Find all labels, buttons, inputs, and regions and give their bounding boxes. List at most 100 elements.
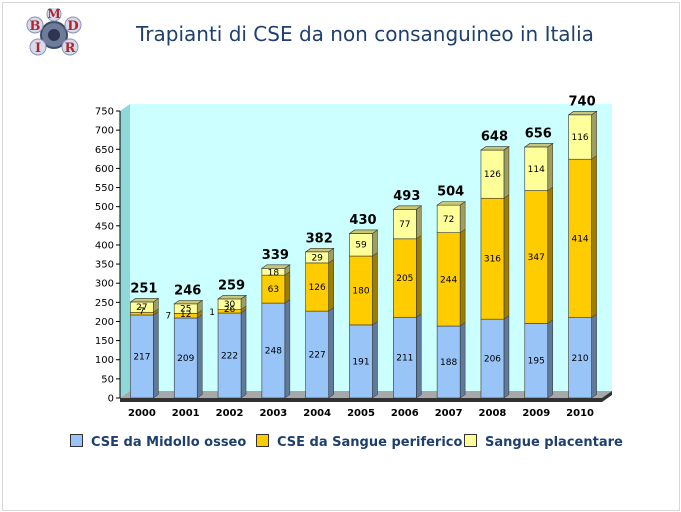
legend-swatch-placentare [464,434,477,447]
bar-segment-side [284,299,291,399]
bar-top-face [392,205,423,210]
bar-segment-side [416,234,422,318]
data-label: 59 [355,241,367,251]
data-label: 316 [484,255,501,265]
logo-circle-i [29,38,47,56]
x-tick-label: 2005 [347,408,375,419]
data-label: 195 [528,357,545,367]
bar-top-face [523,143,554,148]
data-label: 347 [528,253,545,263]
bar-segment-side [459,322,466,399]
bar-segment-side [547,142,554,192]
bar-top-face [348,229,379,234]
data-label: 30 [224,300,236,310]
data-label: 12 [180,310,191,320]
x-tick-label: 2010 [566,408,594,419]
x-tick-label: 2007 [435,408,463,419]
y-tick-label: 500 [95,202,114,213]
legend-label-periferico: CSE da Sangue periferico [277,435,463,450]
bar-segment-side [503,194,510,320]
data-label: 227 [309,351,326,361]
bar-segment-side [459,201,466,234]
data-label: 114 [528,165,545,175]
data-label: 77 [399,220,410,230]
total-label: 430 [349,213,376,228]
data-label: 180 [352,286,369,296]
data-label: 25 [180,305,191,315]
data-label: 7 [139,307,145,317]
extra-data-label: 7 [165,312,171,322]
y-tick-label: 450 [95,221,114,232]
data-label: 248 [265,347,282,357]
y-tick-label: 200 [95,317,114,328]
x-tick-label: 2006 [391,408,419,419]
x-tick-label: 2004 [303,408,331,419]
bar-segment-side [196,314,203,399]
data-label: 205 [396,274,413,284]
x-axis-base [120,391,612,402]
data-label: 126 [484,170,501,180]
bar-segment-side [372,252,378,326]
page-title: Trapianti di CSE da non consanguineo in … [136,22,594,46]
y-tick-label: 650 [95,145,114,156]
y-tick-label: 300 [95,279,114,290]
legend-item-placentare: Sangue placentare [464,434,623,450]
bar-top-face [260,264,291,269]
bar-segment-side [240,309,247,399]
x-tick-label: 2003 [259,408,287,419]
bar-segment-side [328,307,334,399]
legend-item-midollo: CSE da Midollo osseo [70,434,246,450]
bar-top-face [304,248,335,253]
y-tick-label: 0 [108,394,114,405]
total-label: 504 [437,185,464,200]
data-label: 211 [396,354,413,364]
logo-letter-b: B [30,19,41,34]
total-label: 251 [130,281,157,296]
logo-letter-i: I [35,41,41,56]
logo-circle-b [26,16,44,34]
data-label: 72 [443,215,454,225]
x-tick-label: 2008 [479,408,507,419]
data-label: 26 [224,305,236,315]
y-tick-label: 250 [95,298,114,309]
x-tick-label: 2001 [172,408,200,419]
logo-circle-m [46,8,62,22]
legend-swatch-periferico [256,434,269,447]
bar-segment-side [416,313,422,399]
bar-top-face [129,298,160,303]
bar-segment-side [547,186,554,324]
total-label: 382 [306,231,333,246]
bar-segment-side [503,315,510,399]
logo-letter-m: M [47,8,60,21]
data-label: 244 [440,275,457,285]
y-tick-label: 550 [95,183,114,194]
total-label: 656 [525,126,552,141]
total-label: 259 [218,278,245,293]
data-label: 414 [571,234,588,244]
total-label: 246 [174,283,201,298]
data-label: 116 [571,133,588,143]
legend-label-placentare: Sangue placentare [485,435,623,450]
bar-segment-side [591,110,597,160]
total-label: 493 [393,189,420,204]
data-label: 222 [221,352,238,362]
logo-gear-core [48,29,60,41]
bar-segment-side [153,310,159,399]
data-label: 188 [440,358,457,368]
legend-label-midollo: CSE da Midollo osseo [91,435,247,450]
plot-side-wall [120,104,130,398]
legend-item-periferico: CSE da Sangue periferico [256,434,462,450]
bar-segment-side [372,320,378,399]
y-tick-label: 150 [95,336,114,347]
extra-data-label: 1 [209,308,215,318]
data-label: 126 [309,283,326,293]
total-label: 339 [262,248,289,263]
x-tick-label: 2000 [128,408,156,419]
bar-top-face [217,295,247,300]
y-tick-label: 600 [95,164,114,175]
bar-top-face [436,201,467,206]
total-label: 740 [569,94,596,109]
total-label: 648 [481,130,508,145]
data-label: 191 [352,357,369,367]
